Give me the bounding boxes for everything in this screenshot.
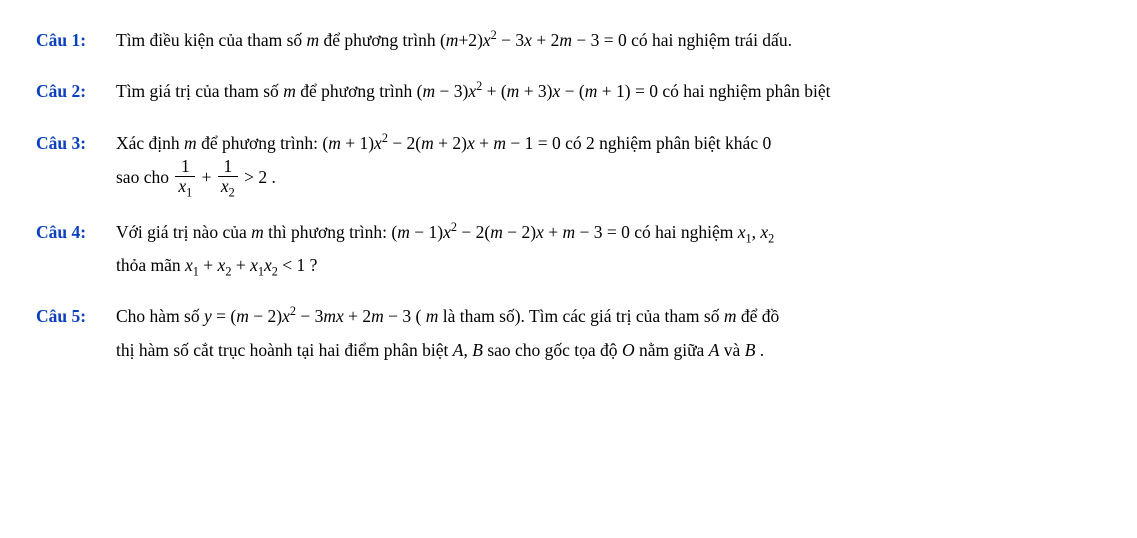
question-3: Câu 3: Xác định m để phương trình: (m + …	[36, 127, 1101, 198]
q5-B: B	[472, 340, 483, 360]
q4-text: thì phương trình:	[264, 222, 392, 242]
q5-A: A	[453, 340, 464, 360]
q5-comma: ,	[463, 340, 472, 360]
question-1: Câu 1: Tìm điều kiện của tham số m để ph…	[36, 24, 1101, 57]
question-4-body: Với giá trị nào của m thì phương trình: …	[116, 216, 1101, 283]
question-5: Câu 5: Cho hàm số y = (m − 2)x2 − 3mx + …	[36, 300, 1101, 367]
q2-m: m	[283, 81, 296, 101]
q3-gt: > 2 .	[240, 167, 276, 187]
question-4-label: Câu 4:	[36, 216, 116, 249]
question-4: Câu 4: Với giá trị nào của m thì phương …	[36, 216, 1101, 283]
q3-plus: +	[197, 167, 216, 187]
q5-text: Cho hàm số	[116, 306, 204, 326]
q5-A2: A	[709, 340, 720, 360]
q3-frac1: 1 x1	[175, 158, 195, 196]
q3-expr: (m + 1)x2 − 2(m + 2)x + m − 1 = 0	[322, 133, 560, 153]
q1-text: có hai nghiệm trái dấu.	[627, 30, 792, 50]
q3-text: có 2 nghiệm phân biệt khác 0	[561, 133, 771, 153]
q2-text: có hai nghiệm phân biệt	[658, 81, 831, 101]
q4-m: m	[251, 222, 264, 242]
q5-expr: (m − 2)x2 − 3mx + 2m − 3	[230, 306, 411, 326]
q5-eq: =	[212, 306, 231, 326]
question-3-label: Câu 3:	[36, 127, 116, 160]
q2-text: để phương trình	[296, 81, 417, 101]
q3-text: sao cho	[116, 167, 173, 187]
q5-text: để đồ	[736, 306, 779, 326]
question-3-body: Xác định m để phương trình: (m + 1)x2 − …	[116, 127, 1101, 198]
question-5-body: Cho hàm số y = (m − 2)x2 − 3mx + 2m − 3 …	[116, 300, 1101, 367]
question-2: Câu 2: Tìm giá trị của tham số m để phươ…	[36, 75, 1101, 108]
q4-text: Với giá trị nào của	[116, 222, 251, 242]
question-1-body: Tìm điều kiện của tham số m để phương tr…	[116, 24, 1101, 57]
q4-x1: x	[738, 222, 746, 242]
q1-expr: (m+2)x2 − 3x + 2m − 3 = 0	[440, 30, 627, 50]
q5-and: và	[719, 340, 744, 360]
question-1-label: Câu 1:	[36, 24, 116, 57]
q5-m2: m	[724, 306, 737, 326]
q3-m: m	[184, 133, 197, 153]
q1-text: Tìm điều kiện của tham số	[116, 30, 307, 50]
q5-note: là tham số). Tìm các giá trị của tham số	[438, 306, 723, 326]
q5-B2: B	[745, 340, 756, 360]
q1-text: để phương trình	[319, 30, 440, 50]
q2-text: Tìm giá trị của tham số	[116, 81, 283, 101]
q5-y: y	[204, 306, 212, 326]
q5-text: thị hàm số cắt trục hoành tại hai điểm p…	[116, 340, 453, 360]
q4-x2: x	[760, 222, 768, 242]
q5-note-m: m	[426, 306, 439, 326]
question-2-body: Tìm giá trị của tham số m để phương trìn…	[116, 75, 1101, 108]
q5-O: O	[622, 340, 635, 360]
q5-dot: .	[755, 340, 764, 360]
q2-expr: (m − 3)x2 + (m + 3)x − (m + 1) = 0	[417, 81, 658, 101]
q4-expr: (m − 1)x2 − 2(m − 2)x + m − 3 = 0	[391, 222, 629, 242]
q5-note: (	[411, 306, 426, 326]
q3-text: để phương trình:	[197, 133, 323, 153]
q1-m: m	[307, 30, 320, 50]
question-2-label: Câu 2:	[36, 75, 116, 108]
q5-text: nằm giữa	[635, 340, 709, 360]
q3-text: Xác định	[116, 133, 184, 153]
q4-text: có hai nghiệm	[630, 222, 738, 242]
q5-text: sao cho gốc tọa độ	[483, 340, 622, 360]
q3-frac2: 1 x2	[218, 158, 238, 196]
q4-text: thỏa mãn	[116, 255, 185, 275]
question-5-label: Câu 5:	[36, 300, 116, 333]
q4-x2sub: 2	[768, 231, 774, 245]
